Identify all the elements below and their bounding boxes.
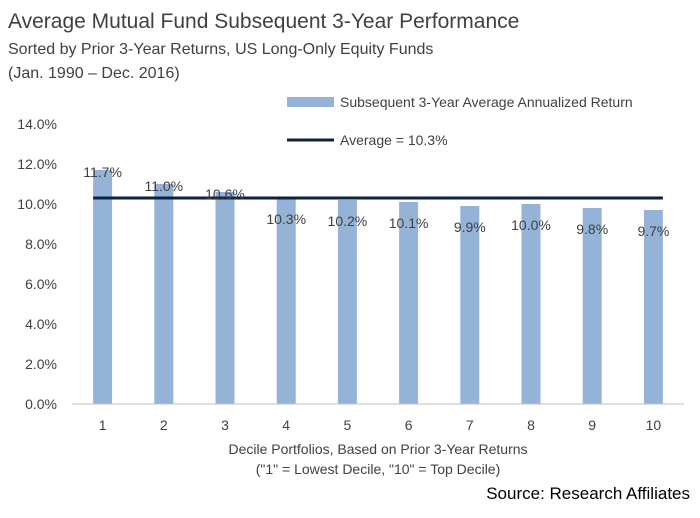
bar (276, 198, 296, 404)
data-label: 10.1% (389, 215, 429, 231)
data-label: 10.3% (266, 211, 306, 227)
source-note: Source: Research Affiliates (486, 484, 690, 503)
bar (93, 170, 113, 404)
x-tick-label: 3 (221, 417, 229, 433)
x-tick-label: 8 (527, 417, 535, 433)
x-axis: 1 2 3 4 5 6 7 8 9 10 (72, 403, 684, 433)
bars (93, 170, 663, 404)
y-tick-label: 4.0% (25, 316, 57, 332)
x-axis-title-line1: Decile Portfolios, Based on Prior 3-Year… (228, 441, 527, 457)
chart-subtitle-line1: Sorted by Prior 3-Year Returns, US Long-… (8, 41, 434, 58)
x-axis-title-line2: ("1" = Lowest Decile, "10" = Top Decile) (256, 461, 501, 477)
y-tick-label: 2.0% (25, 356, 57, 372)
x-tick-label: 10 (646, 417, 662, 433)
x-tick-label: 5 (344, 417, 352, 433)
bar (521, 204, 541, 404)
y-axis: 0.0% 2.0% 4.0% 6.0% 8.0% 10.0% 12.0% 14.0% (17, 116, 57, 412)
data-label: 10.0% (511, 217, 551, 233)
data-label: 10.6% (205, 186, 245, 202)
bar (582, 208, 602, 404)
data-label: 11.0% (144, 178, 183, 194)
x-tick-label: 6 (405, 417, 413, 433)
y-tick-label: 6.0% (25, 276, 57, 292)
x-tick-label: 1 (99, 417, 107, 433)
bar (337, 200, 357, 404)
data-label: 9.9% (454, 219, 486, 235)
x-tick-label: 4 (282, 417, 290, 433)
data-label: 11.7% (83, 164, 122, 180)
legend-bar-label: Subsequent 3-Year Average Annualized Ret… (340, 94, 633, 110)
x-tick-label: 9 (588, 417, 596, 433)
legend: Subsequent 3-Year Average Annualized Ret… (287, 94, 633, 148)
legend-bar-swatch (287, 97, 334, 107)
x-tick-label: 2 (160, 417, 168, 433)
y-tick-label: 0.0% (25, 396, 57, 412)
y-tick-label: 10.0% (17, 196, 57, 212)
y-tick-label: 14.0% (17, 116, 57, 132)
bar (154, 184, 174, 404)
chart-subtitle-line2: (Jan. 1990 – Dec. 2016) (8, 65, 180, 82)
bar (215, 192, 235, 404)
y-tick-label: 8.0% (25, 236, 57, 252)
legend-average-label: Average = 10.3% (340, 132, 448, 148)
bar (643, 210, 663, 404)
data-labels: 11.7% 11.0% 10.6% 10.3% 10.2% 10.1% 9.9% 10.0% 9… (83, 164, 669, 239)
x-tick-label: 7 (466, 417, 474, 433)
data-label: 9.7% (637, 223, 669, 239)
data-label: 10.2% (328, 213, 368, 229)
data-label: 9.8% (576, 221, 608, 237)
bar (460, 206, 480, 404)
chart-title: Average Mutual Fund Subsequent 3-Year Pe… (8, 10, 520, 33)
y-tick-label: 12.0% (17, 156, 57, 172)
bar (399, 202, 419, 404)
